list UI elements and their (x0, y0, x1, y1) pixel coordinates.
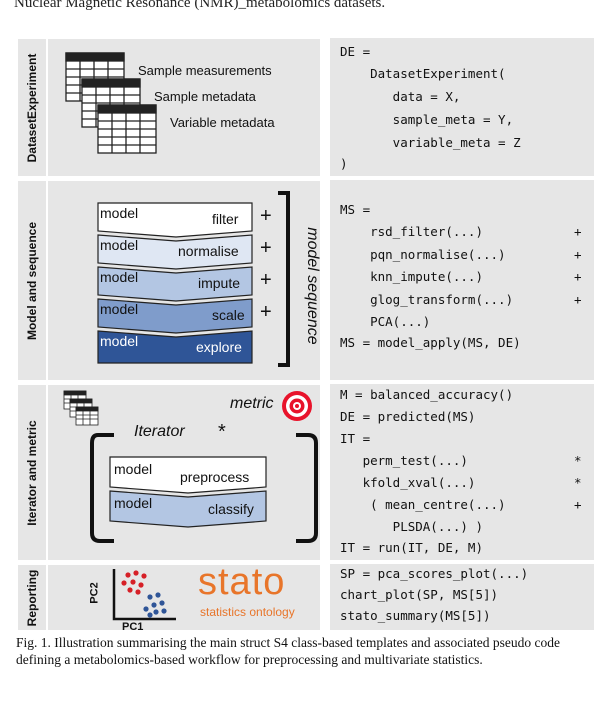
model-sequence-label: model sequence (304, 227, 321, 345)
sequence-plus: + (260, 269, 272, 291)
band-model-label: model (100, 205, 139, 221)
panel-divider (46, 39, 48, 176)
panel-label-box: Model and sequence (18, 181, 46, 380)
code-line: stato_summary(MS[5]) (340, 608, 491, 623)
metric-label: metric (230, 395, 274, 412)
band-name-filter: filter (212, 211, 239, 227)
panel-label: DatasetExperiment (25, 53, 39, 162)
band-model-label: model (100, 333, 139, 349)
code-line: PLSDA(...) ) (340, 519, 483, 534)
band-model-label: model (100, 237, 139, 253)
panel-label: Iterator and metric (25, 419, 39, 526)
code-line: chart_plot(SP, MS[5]) (340, 587, 499, 602)
panel-label-box: Iterator and metric (18, 385, 46, 560)
band-name-normalise: normalise (178, 243, 239, 259)
iterator-asterisk: * (218, 421, 226, 443)
code-line: rsd_filter(...) (340, 224, 483, 239)
band-shape-filter (97, 202, 253, 238)
band-shape-scale (97, 298, 253, 334)
code-line: variable_meta = Z (340, 135, 521, 150)
band-shape-classify (109, 490, 267, 528)
band-name-explore: explore (196, 339, 242, 355)
panel-divider (46, 385, 48, 560)
band-model-label: model (114, 495, 153, 511)
code-line: MS = (340, 202, 371, 217)
code-asterisk: * (574, 475, 582, 490)
model-code-block: MS = rsd_filter(...) pqn_normalise(...) … (330, 180, 594, 380)
code-line: M = balanced_accuracy() (340, 387, 514, 402)
band-model-label: model (100, 301, 139, 317)
iterator-brackets (90, 433, 318, 543)
panel-divider (46, 181, 48, 380)
dataset-experiment-panel: DatasetExperiment Sample measurements Sa… (18, 38, 320, 176)
code-line: MS = model_apply(MS, DE) (340, 335, 521, 350)
code-line: ( mean_centre(...) (340, 497, 506, 512)
iterator-metric-panel: Iterator and metric metric Iterator * mo… (18, 384, 320, 560)
code-line: data = X, (340, 89, 461, 104)
code-line: sample_meta = Y, (340, 112, 514, 127)
code-plus: + (574, 497, 582, 512)
code-line: knn_impute(...) (340, 269, 483, 284)
small-spreadsheet-stack-icon (63, 390, 99, 426)
band-name-classify: classify (208, 501, 254, 517)
band-shape-explore (97, 330, 253, 364)
band-shape-normalise (97, 234, 253, 270)
spreadsheet-stack-icon (65, 52, 157, 154)
band-shape-impute (97, 266, 253, 302)
stato-logo: stato statistics ontology (198, 561, 320, 625)
reporting-panel: Reporting PC2 PC1 stato statistics ontol… (18, 561, 320, 633)
sample-metadata-label: Sample metadata (154, 89, 256, 104)
model-sequence-panel: Model and sequence model filter model no… (18, 180, 321, 380)
code-plus: + (574, 292, 582, 307)
code-asterisk: * (574, 453, 582, 468)
code-plus: + (574, 269, 582, 284)
figure-caption: Fig. 1. Illustration summarising the mai… (16, 635, 561, 667)
code-plus: + (574, 224, 582, 239)
code-line: DE = predicted(MS) (340, 409, 476, 424)
sequence-plus: + (260, 237, 272, 259)
code-plus: + (574, 247, 582, 262)
preceding-text-line: Nuclear Magnetic Resonance (NMR)_metabol… (14, 0, 386, 11)
panel-divider (46, 565, 48, 630)
panel-label-box: Reporting (18, 565, 46, 630)
pc2-axis-label: PC2 (88, 582, 101, 604)
code-line: SP = pca_scores_plot(...) (340, 566, 529, 581)
code-line: PCA(...) (340, 314, 431, 329)
band-shape-preprocess (109, 456, 267, 494)
sequence-plus: + (260, 301, 272, 323)
stato-logo-text: stato (198, 561, 286, 603)
panel-label-box: DatasetExperiment (18, 39, 46, 176)
code-line: perm_test(...) (340, 453, 468, 468)
reporting-code-block: SP = pca_scores_plot(...) chart_plot(SP,… (330, 564, 594, 630)
band-name-scale: scale (212, 307, 245, 323)
panel-label: Reporting (25, 569, 39, 626)
band-model-label: model (100, 269, 139, 285)
iterator-label: Iterator (134, 423, 185, 440)
code-line: ) (340, 156, 348, 171)
band-name-impute: impute (198, 275, 241, 291)
code-line: kfold_xval(...) (340, 475, 476, 490)
pca-scores-plot-icon (112, 569, 176, 621)
sequence-bracket (278, 191, 290, 367)
target-icon (282, 391, 312, 421)
band-model-label: model (114, 461, 153, 477)
stato-tagline: statistics ontology (200, 605, 295, 619)
sample-measurements-label: Sample measurements (138, 63, 272, 78)
code-line: glog_transform(...) (340, 292, 514, 307)
code-line: DE = (340, 44, 371, 59)
code-line: DatasetExperiment( (340, 66, 506, 81)
model-sequence-diagram (97, 202, 253, 364)
sequence-plus: + (260, 205, 272, 227)
band-name-preprocess: preprocess (180, 469, 250, 485)
code-line: IT = run(IT, DE, M) (340, 540, 483, 555)
iterator-code-block: M = balanced_accuracy() DE = predicted(M… (330, 384, 594, 560)
variable-metadata-label: Variable metadata (170, 115, 275, 130)
code-line: IT = (340, 431, 371, 446)
pc1-axis-label: PC1 (122, 621, 144, 633)
panel-label: Model and sequence (25, 221, 39, 340)
dataset-code-block: DE = DatasetExperiment( data = X, sample… (330, 38, 594, 176)
code-line: pqn_normalise(...) (340, 247, 506, 262)
